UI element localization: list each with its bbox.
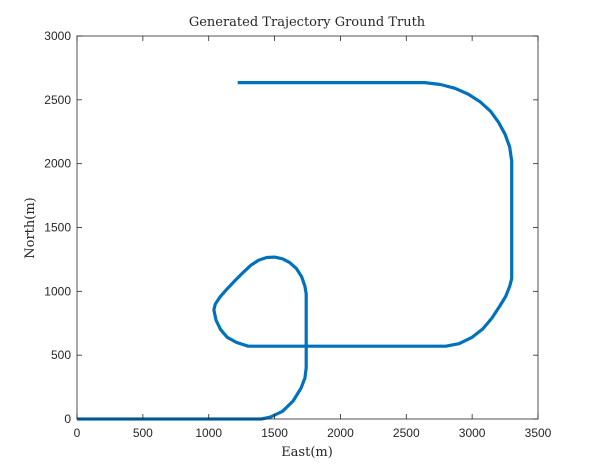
chart-title: Generated Trajectory Ground Truth: [189, 15, 426, 30]
x-tick-label: 3500: [525, 426, 552, 440]
x-tick-label: 1500: [261, 426, 288, 440]
axes: 0 500 1000 1500 2000 2500 3000 3500 0 500 1000 1500…: [44, 29, 551, 440]
y-tick-label: 1000: [44, 284, 71, 298]
x-tick-label: 2500: [393, 426, 420, 440]
y-tick-label: 500: [51, 348, 71, 362]
y-tick-label: 1500: [44, 221, 71, 235]
plot-area: [77, 80, 514, 421]
x-tick-label: 500: [133, 426, 153, 440]
x-tick-label: 1000: [195, 426, 222, 440]
y-tick-label: 3000: [44, 29, 71, 43]
y-tick-label: 2500: [44, 93, 71, 107]
x-tick-label: 0: [74, 426, 81, 440]
y-axis-label: North(m): [23, 197, 38, 258]
trajectory-line-0: [77, 80, 514, 421]
y-tick-label: 2000: [44, 157, 71, 171]
x-tick-label: 3000: [459, 426, 486, 440]
y-tick-label: 0: [64, 412, 71, 426]
x-tick-label: 2000: [327, 426, 354, 440]
x-axis-label: East(m): [281, 445, 333, 460]
